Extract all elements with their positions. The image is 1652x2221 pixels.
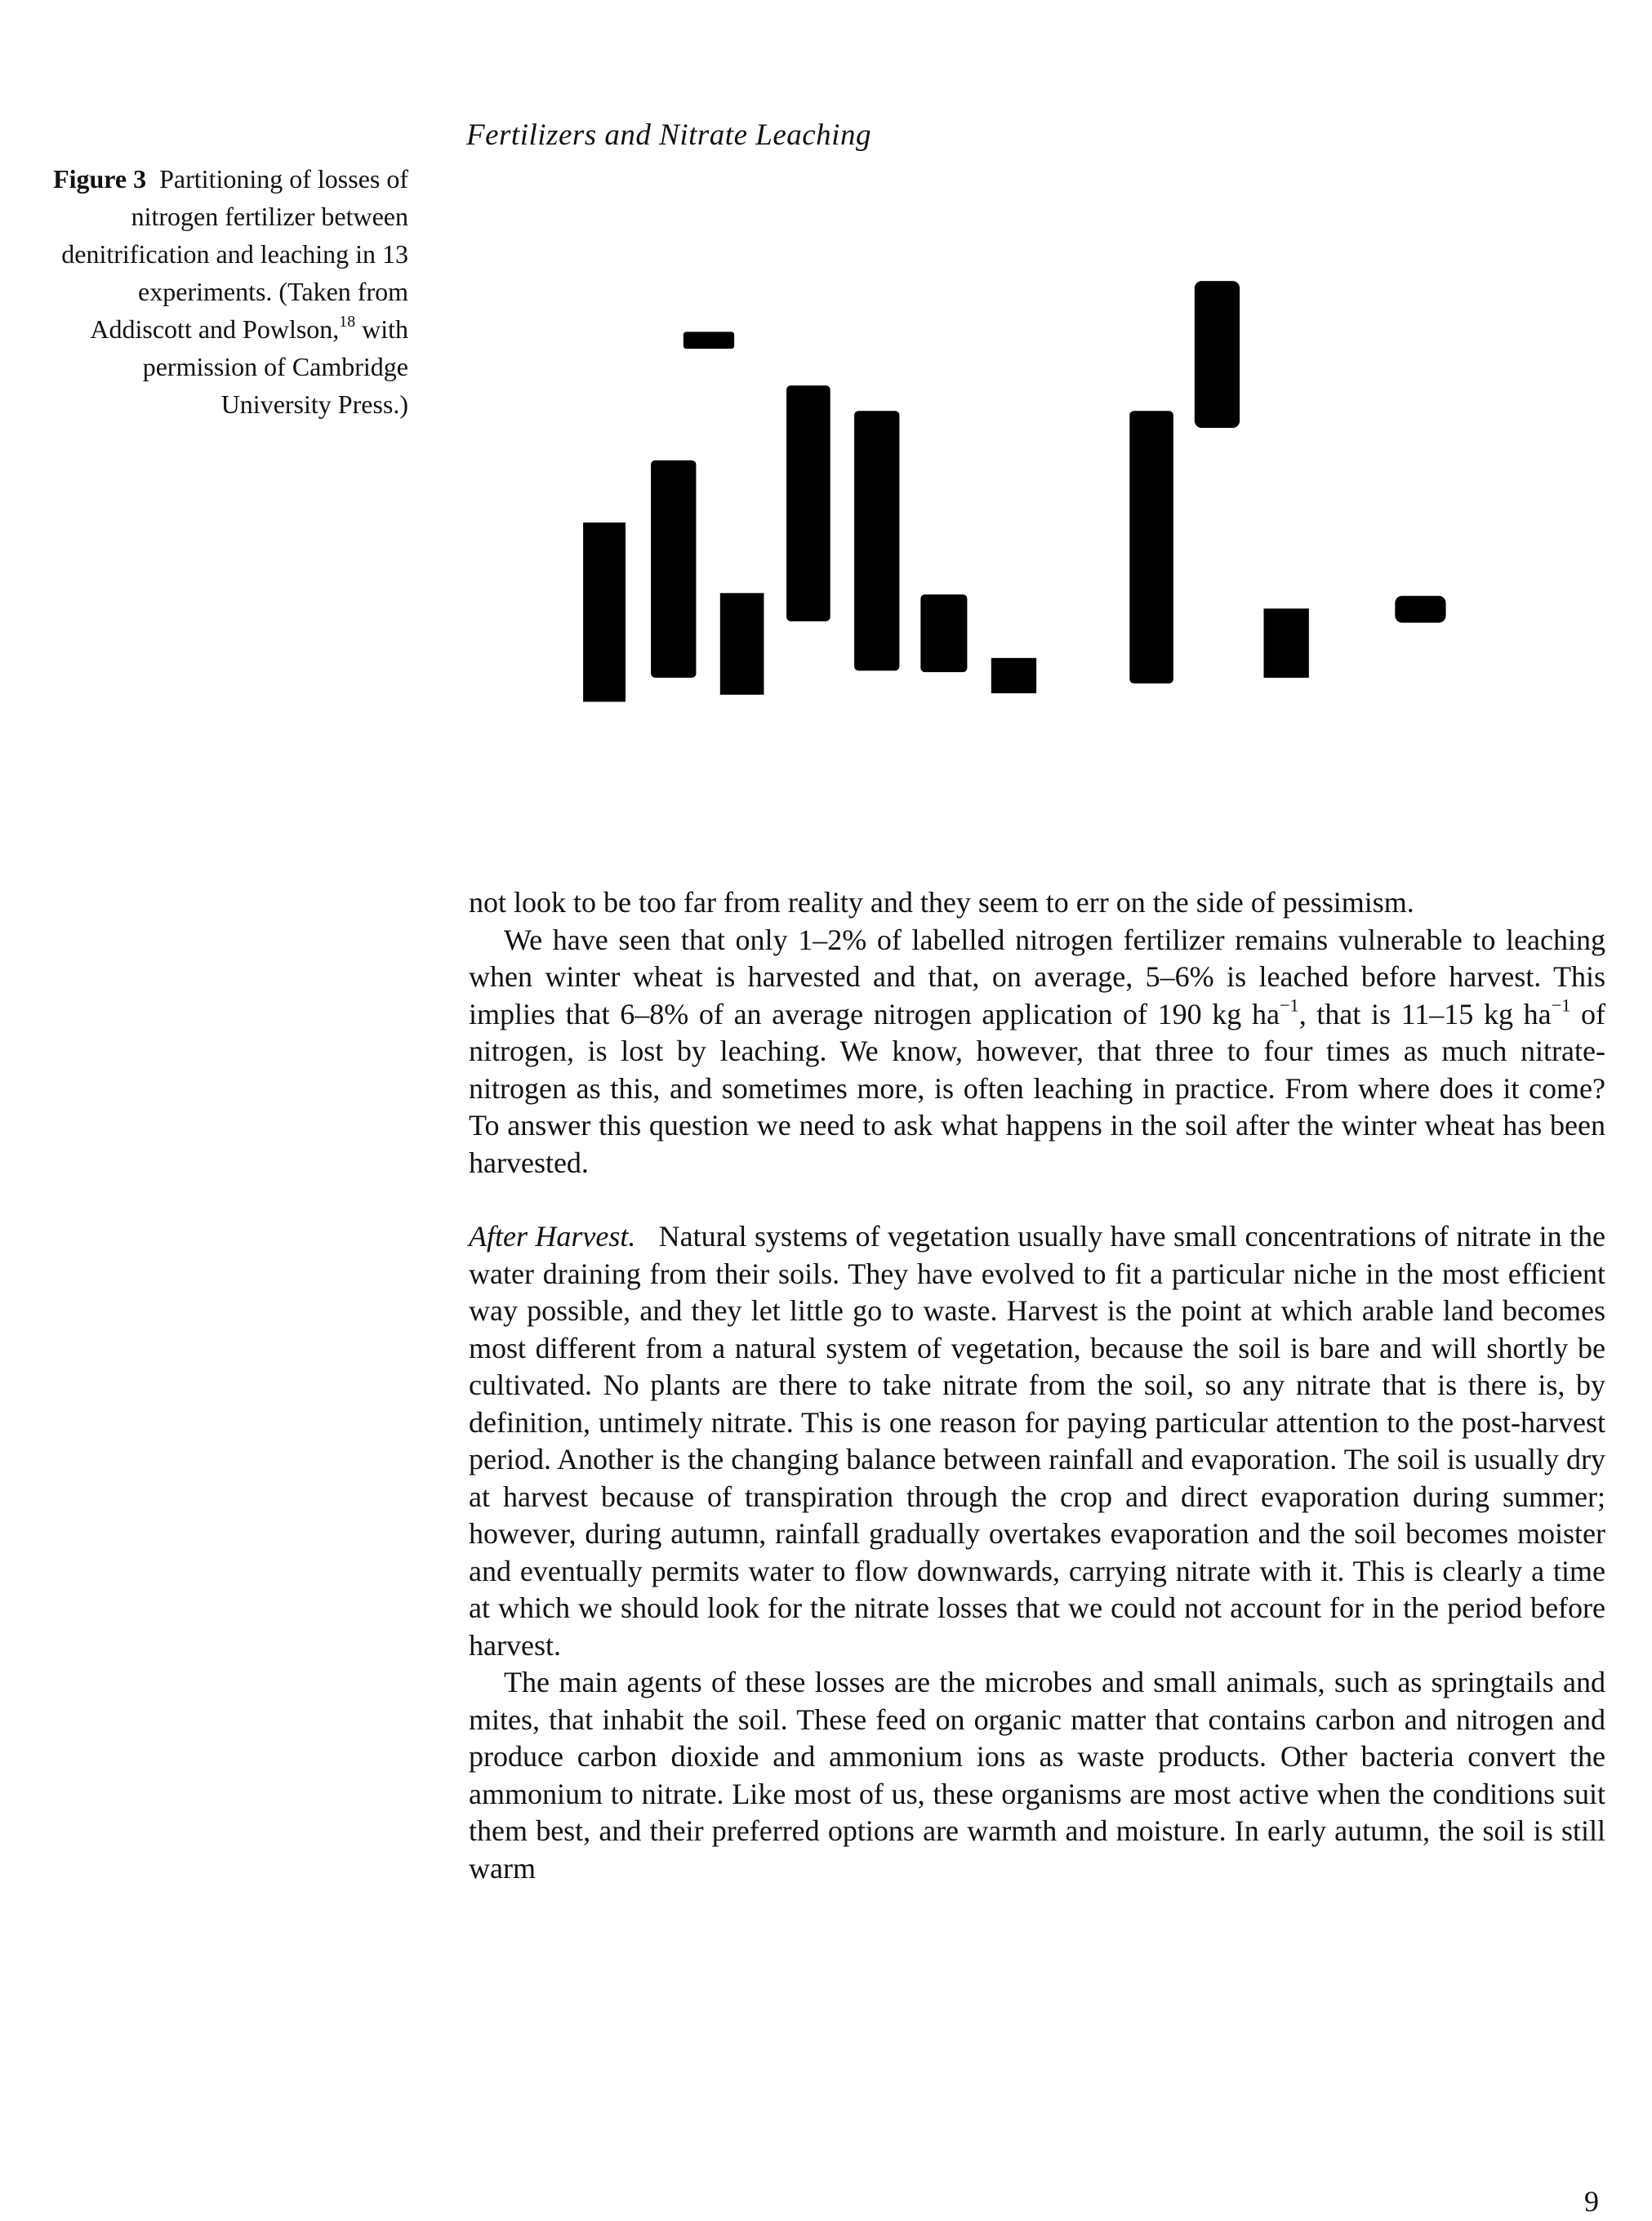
caption-text: Partitioning of losses of nitrogen ferti… [61, 164, 408, 344]
superscript: −1 [1551, 994, 1571, 1015]
text: of nitrogen, is lost by leaching. We kno… [469, 997, 1606, 1179]
running-title: Fertilizers and Nitrate Leaching [466, 118, 871, 152]
bar-shape [786, 385, 830, 621]
reference: 18 [339, 313, 356, 332]
bar-shape [1263, 608, 1309, 679]
bar-shape [920, 594, 968, 673]
bar-shape [653, 657, 666, 675]
paragraph: We have seen that only 1–2% of labelled … [469, 922, 1605, 1182]
bar-shape [1129, 411, 1173, 683]
caption-text: with permission of Cambridge University … [142, 314, 408, 419]
bar-shape [719, 593, 764, 695]
bar-shape [854, 411, 900, 671]
figure-caption: Figure 3 Partitioning of losses of nitro… [33, 160, 408, 423]
text: Natural systems of vegetation usually ha… [469, 1220, 1606, 1662]
section-heading: After Harvest. [469, 1220, 636, 1253]
page-number: 9 [1584, 2185, 1599, 2218]
bar-shape [1395, 595, 1446, 623]
body-text: not look to be too far from reality and … [469, 884, 1605, 1887]
text: , that is 11–15 kg ha [1298, 997, 1552, 1030]
paragraph: not look to be too far from reality and … [469, 886, 1414, 919]
bar-shape [1194, 281, 1240, 428]
bar-shape [651, 460, 697, 679]
figure-label: Figure 3 [53, 164, 147, 194]
paragraph: After Harvest. Natural systems of vegeta… [469, 1218, 1605, 1664]
bar-shape [683, 332, 735, 349]
paragraph: The main agents of these losses are the … [469, 1666, 1605, 1885]
text: We have seen that only 1–2% of labelled … [469, 923, 1605, 1030]
bar-shape [991, 657, 1037, 694]
bar-shape [583, 522, 626, 702]
superscript: −1 [1279, 994, 1299, 1015]
